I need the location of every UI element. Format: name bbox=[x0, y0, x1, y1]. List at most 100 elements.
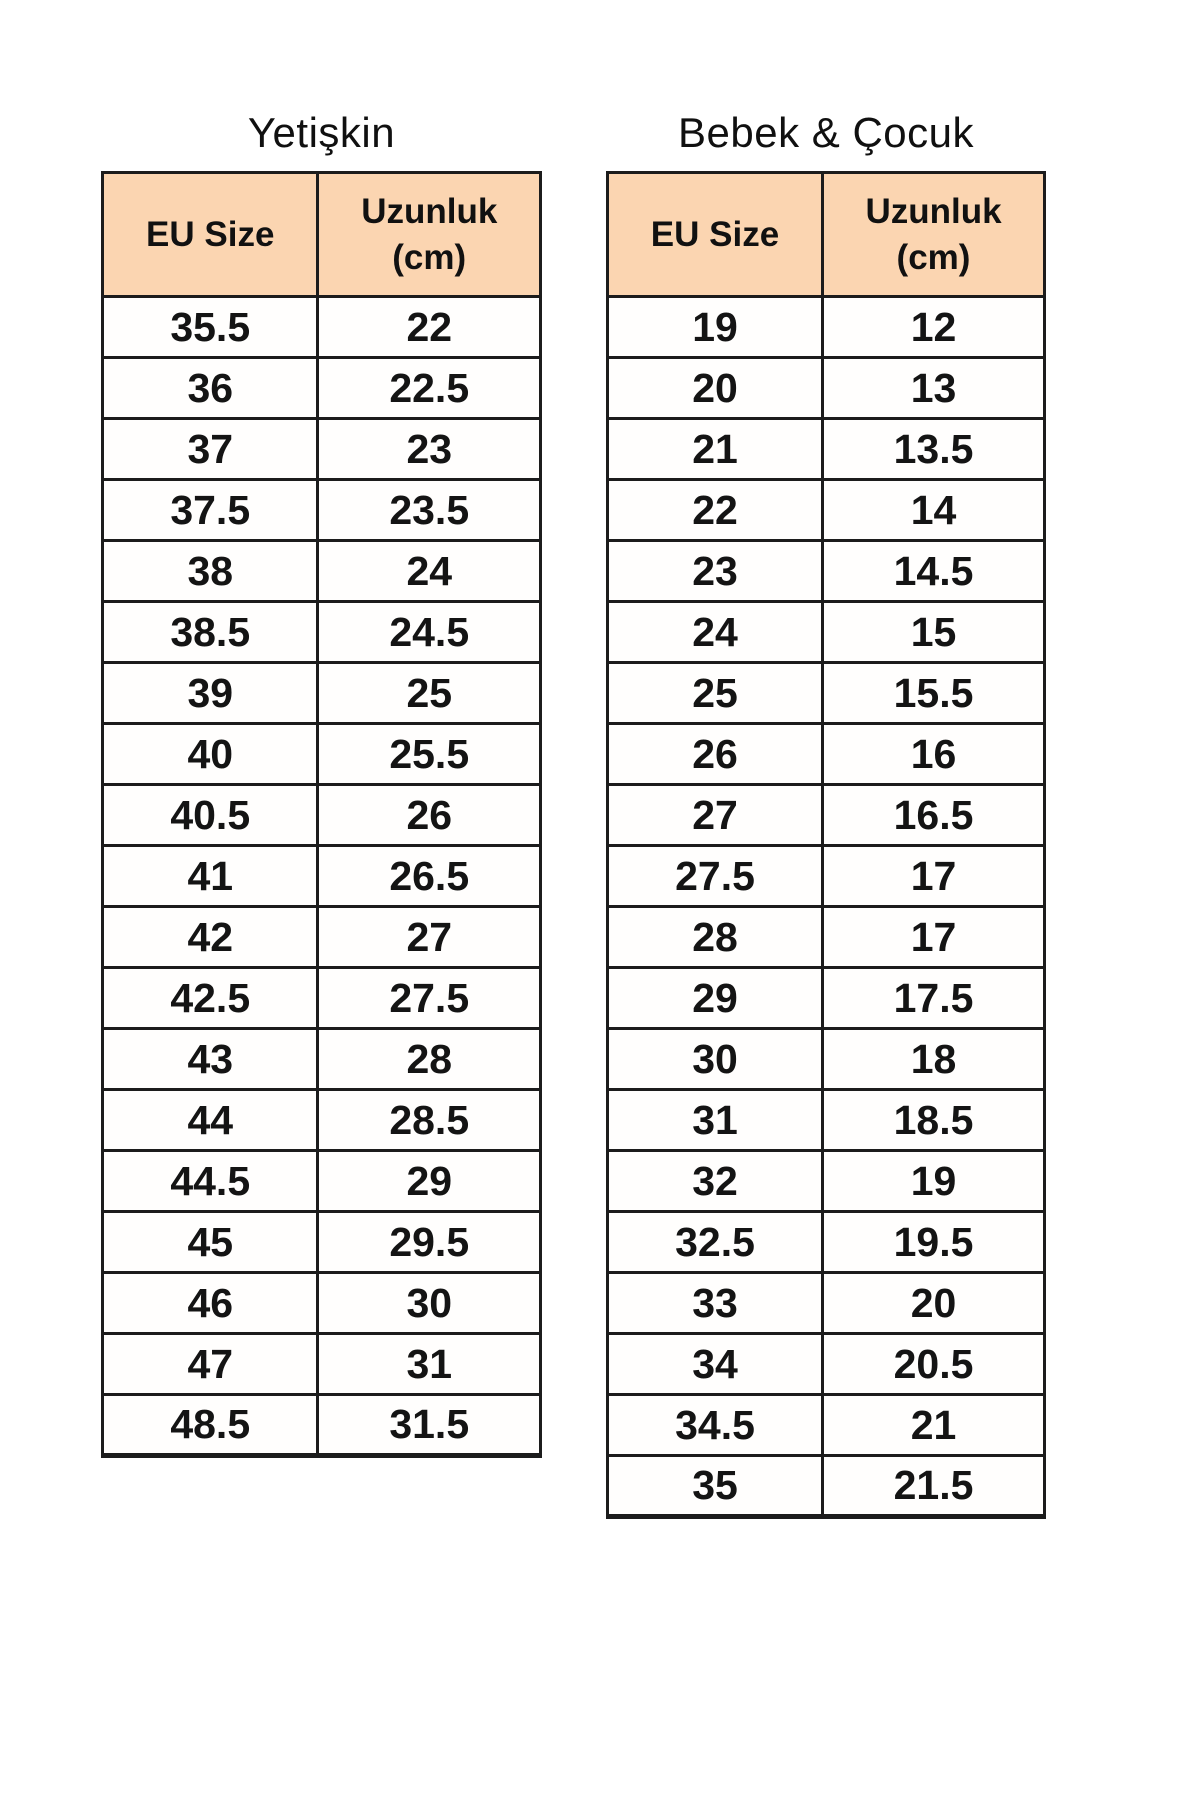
adult-length-header: Uzunluk (cm) bbox=[316, 171, 542, 298]
length-cm-cell: 23 bbox=[316, 417, 542, 481]
table-row: 41 26.5 bbox=[100, 844, 542, 908]
eu-size-cell: 37 bbox=[100, 417, 320, 481]
eu-size-cell: 46 bbox=[100, 1271, 320, 1335]
eu-size-cell: 31 bbox=[606, 1088, 824, 1152]
kids-header-row: EU Size Uzunluk (cm) bbox=[606, 171, 1046, 298]
length-header-line1: Uzunluk bbox=[865, 191, 1002, 231]
length-cm-cell: 15.5 bbox=[821, 661, 1046, 725]
table-row: 28 17 bbox=[606, 905, 1046, 969]
length-cm-cell: 20 bbox=[821, 1271, 1046, 1335]
eu-size-cell: 32 bbox=[606, 1149, 824, 1213]
table-row: 24 15 bbox=[606, 600, 1046, 664]
length-header-line2: (cm) bbox=[896, 237, 971, 277]
table-row: 40.5 26 bbox=[100, 783, 542, 847]
eu-size-cell: 29 bbox=[606, 966, 824, 1030]
length-cm-cell: 30 bbox=[316, 1271, 542, 1335]
table-row: 43 28 bbox=[100, 1027, 542, 1091]
table-row: 34.5 21 bbox=[606, 1393, 1046, 1457]
eu-size-cell: 48.5 bbox=[100, 1393, 320, 1457]
table-row: 45 29.5 bbox=[100, 1210, 542, 1274]
length-cm-cell: 18 bbox=[821, 1027, 1046, 1091]
eu-size-cell: 22 bbox=[606, 478, 824, 542]
eu-size-cell: 45 bbox=[100, 1210, 320, 1274]
length-cm-cell: 22 bbox=[316, 295, 542, 359]
table-row: 36 22.5 bbox=[100, 356, 542, 420]
length-cm-cell: 25.5 bbox=[316, 722, 542, 786]
length-cm-cell: 16.5 bbox=[821, 783, 1046, 847]
length-cm-cell: 18.5 bbox=[821, 1088, 1046, 1152]
table-row: 40 25.5 bbox=[100, 722, 542, 786]
eu-size-cell: 38.5 bbox=[100, 600, 320, 664]
eu-size-cell: 32.5 bbox=[606, 1210, 824, 1274]
length-cm-cell: 29.5 bbox=[316, 1210, 542, 1274]
table-row: 44 28.5 bbox=[100, 1088, 542, 1152]
length-cm-cell: 27 bbox=[316, 905, 542, 969]
eu-size-cell: 35 bbox=[606, 1454, 824, 1518]
eu-size-cell: 44 bbox=[100, 1088, 320, 1152]
length-cm-cell: 12 bbox=[821, 295, 1046, 359]
table-row: 35 21.5 bbox=[606, 1454, 1046, 1518]
table-row: 27.5 17 bbox=[606, 844, 1046, 908]
eu-size-cell: 28 bbox=[606, 905, 824, 969]
kids-size-table: EU Size Uzunluk (cm) 19 12 20 13 21 13.5 22 14 2… bbox=[606, 171, 1046, 1519]
eu-size-cell: 23 bbox=[606, 539, 824, 603]
adult-table-body: 35.5 22 36 22.5 37 23 37.5 23.5 38 24 38.5 24.5 39 25… bbox=[100, 295, 542, 1457]
length-cm-cell: 21.5 bbox=[821, 1454, 1046, 1518]
eu-size-cell: 47 bbox=[100, 1332, 320, 1396]
table-row: 32.5 19.5 bbox=[606, 1210, 1046, 1274]
eu-size-cell: 39 bbox=[100, 661, 320, 725]
eu-size-cell: 36 bbox=[100, 356, 320, 420]
length-cm-cell: 28 bbox=[316, 1027, 542, 1091]
table-row: 47 31 bbox=[100, 1332, 542, 1396]
eu-size-cell: 41 bbox=[100, 844, 320, 908]
length-cm-cell: 25 bbox=[316, 661, 542, 725]
length-header-line1: Uzunluk bbox=[361, 191, 498, 231]
table-row: 33 20 bbox=[606, 1271, 1046, 1335]
eu-size-cell: 37.5 bbox=[100, 478, 320, 542]
length-cm-cell: 19 bbox=[821, 1149, 1046, 1213]
eu-size-cell: 42.5 bbox=[100, 966, 320, 1030]
eu-size-cell: 42 bbox=[100, 905, 320, 969]
table-row: 38.5 24.5 bbox=[100, 600, 542, 664]
eu-size-header-label: EU Size bbox=[146, 214, 275, 254]
length-cm-cell: 23.5 bbox=[316, 478, 542, 542]
length-header-line2: (cm) bbox=[392, 237, 467, 277]
length-cm-cell: 17 bbox=[821, 844, 1046, 908]
eu-size-cell: 19 bbox=[606, 295, 824, 359]
eu-size-cell: 38 bbox=[100, 539, 320, 603]
table-row: 21 13.5 bbox=[606, 417, 1046, 481]
table-row: 29 17.5 bbox=[606, 966, 1046, 1030]
length-cm-cell: 14.5 bbox=[821, 539, 1046, 603]
adult-table-title: Yetişkin bbox=[247, 109, 396, 156]
table-row: 42.5 27.5 bbox=[100, 966, 542, 1030]
eu-size-header-label: EU Size bbox=[650, 214, 780, 254]
eu-size-cell: 34 bbox=[606, 1332, 824, 1396]
eu-size-cell: 33 bbox=[606, 1271, 824, 1335]
length-cm-cell: 26 bbox=[316, 783, 542, 847]
length-cm-cell: 26.5 bbox=[316, 844, 542, 908]
length-cm-cell: 31 bbox=[316, 1332, 542, 1396]
length-cm-cell: 28.5 bbox=[316, 1088, 542, 1152]
length-cm-cell: 24 bbox=[316, 539, 542, 603]
eu-size-cell: 25 bbox=[606, 661, 824, 725]
eu-size-cell: 30 bbox=[606, 1027, 824, 1091]
eu-size-cell: 35.5 bbox=[100, 295, 320, 359]
table-row: 31 18.5 bbox=[606, 1088, 1046, 1152]
adult-size-section: Yetişkin EU Size Uzunluk (cm) 35.5 22 36 22… bbox=[100, 101, 542, 1458]
length-cm-cell: 15 bbox=[821, 600, 1046, 664]
table-row: 44.5 29 bbox=[100, 1149, 542, 1213]
length-cm-cell: 21 bbox=[821, 1393, 1046, 1457]
length-cm-cell: 16 bbox=[821, 722, 1046, 786]
eu-size-cell: 24 bbox=[606, 600, 824, 664]
kids-table-title: Bebek & Çocuk bbox=[678, 109, 974, 156]
table-row: 48.5 31.5 bbox=[100, 1393, 542, 1457]
eu-size-cell: 27 bbox=[606, 783, 824, 847]
kids-size-section: Bebek & Çocuk EU Size Uzunluk (cm) 19 12 2… bbox=[606, 101, 1046, 1519]
table-row: 26 16 bbox=[606, 722, 1046, 786]
table-row: 39 25 bbox=[100, 661, 542, 725]
length-cm-cell: 29 bbox=[316, 1149, 542, 1213]
table-row: 37.5 23.5 bbox=[100, 478, 542, 542]
table-row: 32 19 bbox=[606, 1149, 1046, 1213]
table-row: 19 12 bbox=[606, 295, 1046, 359]
length-cm-cell: 20.5 bbox=[821, 1332, 1046, 1396]
